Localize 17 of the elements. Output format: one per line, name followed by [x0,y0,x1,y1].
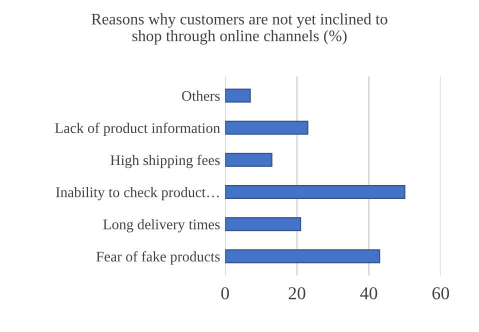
bar [225,249,380,264]
bar [225,185,406,200]
y-tick-label: Lack of product information [55,122,220,136]
x-tick-label: 0 [221,287,229,300]
bar [225,217,302,232]
bar [225,88,251,103]
y-tick-label: Others [182,90,220,101]
y-tick-label: Long delivery times [103,219,220,232]
y-tick-label: Fear of fake products [96,251,220,265]
chart-title: Reasons why customers are not yet inclined to shop through online channels (%) [92,13,388,45]
x-tick-label: 60 [432,287,450,300]
y-tick-label: Inability to check product… [56,186,219,200]
x-tick-label: 20 [288,287,306,300]
y-tick-label: High shipping fees [110,154,220,168]
bar [225,120,308,135]
bar [225,152,272,167]
x-tick-label: 40 [360,287,378,300]
